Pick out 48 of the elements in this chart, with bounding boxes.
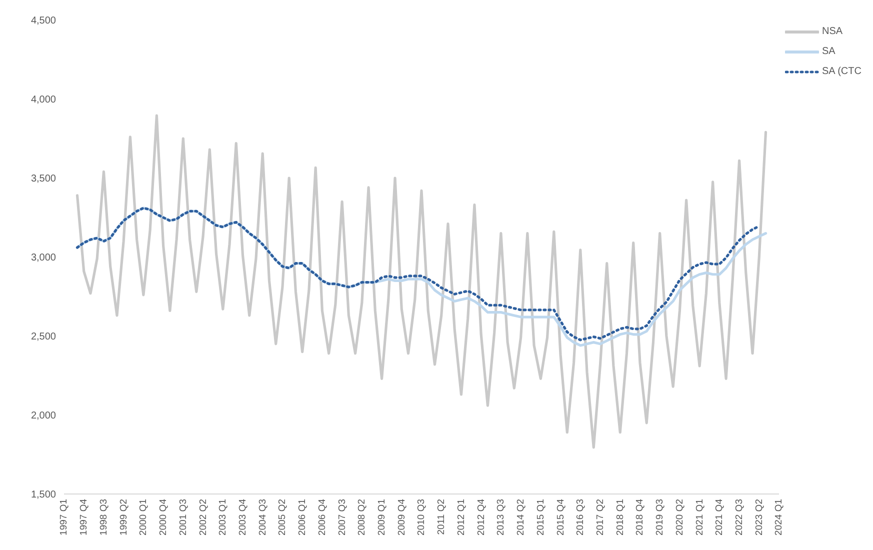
x-tick-label: 2006 Q1 [297, 499, 308, 536]
line-series [76, 114, 768, 449]
x-tick-label: 2020 Q2 [674, 499, 686, 536]
x-tick-label: 2002 Q2 [198, 499, 209, 536]
legend-label: SA [822, 46, 836, 57]
x-tick-label: 2018 Q1 [614, 499, 626, 536]
x-tick-label: 2001 Q3 [178, 499, 189, 536]
y-tick-label: 4,000 [30, 94, 56, 106]
y-tick-label: 1,500 [30, 490, 56, 501]
x-tick-label: 2015 Q1 [535, 499, 546, 536]
x-tick-label: 2018 Q4 [634, 499, 646, 536]
x-tick-label: 2024 Q1 [774, 499, 785, 536]
legend-label: NSA [822, 26, 843, 37]
x-tick-label: 2013 Q3 [496, 499, 507, 536]
x-tick-label: 2021 Q4 [714, 499, 726, 536]
x-tick-label: 2022 Q3 [734, 499, 746, 536]
x-tick-label: 2021 Q1 [694, 499, 706, 536]
x-tick-label: 2009 Q1 [376, 499, 388, 536]
x-tick-label: 2003 Q1 [218, 499, 229, 536]
x-tick-label: 2016 Q3 [575, 499, 586, 536]
x-tick-label: 1999 Q2 [118, 499, 130, 536]
x-tick-label: 2017 Q2 [594, 499, 606, 536]
y-tick-label: 4,500 [30, 16, 56, 27]
x-tick-label: 2011 Q2 [436, 499, 448, 535]
x-tick-label: 2005 Q2 [277, 499, 288, 536]
x-tick-label: 1997 Q1 [58, 499, 70, 536]
y-tick-label: 2,500 [30, 332, 56, 343]
x-tick-label: 2023 Q2 [754, 499, 765, 536]
x-tick-label: 2012 Q4 [476, 499, 487, 536]
x-tick-label: 2006 Q4 [316, 499, 328, 536]
x-tick-label: 2015 Q4 [555, 499, 566, 536]
x-tick-label: 2009 Q4 [396, 499, 408, 536]
x-tick-label: 2000 Q1 [138, 499, 150, 536]
x-tick-label: 2008 Q2 [356, 499, 368, 536]
x-tick-label: 2019 Q3 [654, 499, 666, 536]
y-tick-label: 3,000 [30, 252, 56, 264]
x-tick-label: 2014 Q2 [516, 499, 527, 536]
x-tick-label: 2007 Q3 [336, 499, 348, 536]
x-tick-label: 1998 Q3 [98, 499, 110, 536]
y-tick-label: 2,000 [30, 410, 56, 422]
x-tick-label: 2003 Q4 [237, 499, 248, 536]
x-tick-label: 2000 Q4 [158, 499, 170, 536]
x-tick-label: 2004 Q3 [257, 499, 268, 536]
x-tick-label: 2010 Q3 [416, 499, 428, 536]
legend-label: SA (CTC [822, 66, 862, 77]
x-tick-label: 2012 Q1 [456, 499, 467, 536]
x-tick-label: 1997 Q4 [78, 499, 90, 536]
y-tick-label: 3,500 [30, 174, 56, 185]
